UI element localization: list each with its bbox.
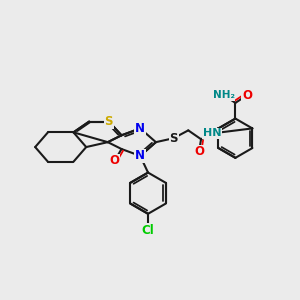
Text: S: S	[169, 132, 178, 145]
Text: Cl: Cl	[142, 224, 154, 237]
Text: N: N	[135, 149, 145, 162]
Text: NH₂: NH₂	[213, 90, 235, 100]
Text: O: O	[110, 154, 120, 167]
Text: S: S	[104, 115, 113, 128]
Text: O: O	[242, 88, 252, 101]
Text: N: N	[135, 122, 145, 135]
Text: HN: HN	[202, 128, 221, 138]
Text: O: O	[194, 146, 204, 158]
